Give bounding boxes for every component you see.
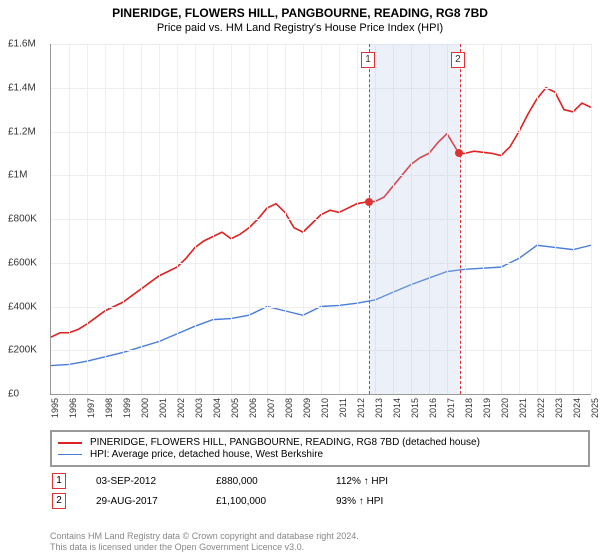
transactions-list: 1 03-SEP-2012 £880,000 112% ↑ HPI 2 29-AUG-20… [50,473,590,509]
marker-box: 2 [451,52,465,68]
y-axis-label: £200K [8,345,37,356]
gridline-vertical [249,44,250,394]
transaction-marker: 1 [52,473,66,489]
x-axis-label: 2010 [320,398,330,418]
gridline-vertical [105,44,106,394]
title-block: PINERIDGE, FLOWERS HILL, PANGBOURNE, REA… [0,0,600,34]
transaction-row: 1 03-SEP-2012 £880,000 112% ↑ HPI [52,473,590,489]
x-axis-label: 1997 [86,398,96,418]
x-axis-label: 2018 [464,398,474,418]
y-axis-label: £800K [8,214,37,225]
x-axis-label: 2025 [590,398,600,418]
transaction-dot [365,198,373,206]
gridline-vertical [69,44,70,394]
gridline-vertical [285,44,286,394]
gridline-vertical [483,44,484,394]
x-axis-label: 2020 [500,398,510,418]
highlight-band [369,44,461,394]
y-axis-label: £600K [8,257,37,268]
gridline-vertical [141,44,142,394]
y-axis-label: £1.2M [8,126,36,137]
x-axis-label: 2023 [554,398,564,418]
gridline-vertical [159,44,160,394]
gridline-vertical [465,44,466,394]
gridline-vertical [321,44,322,394]
x-axis-label: 2003 [194,398,204,418]
legend-label: PINERIDGE, FLOWERS HILL, PANGBOURNE, REA… [90,437,480,448]
x-axis-label: 2001 [158,398,168,418]
x-axis-label: 2008 [284,398,294,418]
gridline-vertical [87,44,88,394]
x-axis-label: 1999 [122,398,132,418]
gridline-vertical [195,44,196,394]
x-axis-label: 2015 [410,398,420,418]
legend-row: HPI: Average price, detached house, West… [58,449,582,460]
transaction-hpi: 93% ↑ HPI [336,496,383,507]
y-axis-label: £400K [8,301,37,312]
copyright-block: Contains HM Land Registry data © Crown c… [50,531,359,554]
x-axis-label: 2000 [140,398,150,418]
transaction-marker: 2 [52,493,66,509]
x-axis-label: 1996 [68,398,78,418]
gridline-vertical [555,44,556,394]
gridline-vertical [501,44,502,394]
x-axis-label: 2012 [356,398,366,418]
y-axis-label: £0 [8,389,19,400]
x-axis-label: 2009 [302,398,312,418]
x-axis-label: 2005 [230,398,240,418]
x-axis-label: 1998 [104,398,114,418]
chart-subtitle: Price paid vs. HM Land Registry's House … [0,22,600,34]
marker-box: 1 [361,52,375,68]
transaction-date: 29-AUG-2017 [96,496,186,507]
chart-title: PINERIDGE, FLOWERS HILL, PANGBOURNE, REA… [0,6,600,20]
y-axis-label: £1.6M [8,39,36,50]
x-axis-label: 2006 [248,398,258,418]
x-axis-label: 2011 [338,398,348,417]
gridline-vertical [519,44,520,394]
legend-box: PINERIDGE, FLOWERS HILL, PANGBOURNE, REA… [50,430,590,467]
copyright-line-2: This data is licensed under the Open Gov… [50,542,359,554]
legend-swatch [58,442,82,444]
x-axis-label: 2022 [536,398,546,418]
transaction-price: £1,100,000 [216,496,306,507]
x-axis-label: 2019 [482,398,492,418]
transaction-date: 03-SEP-2012 [96,476,186,487]
transaction-dot [455,149,463,157]
legend-swatch [58,454,82,455]
gridline-vertical [537,44,538,394]
gridline-vertical [303,44,304,394]
y-axis-label: £1.4M [8,82,36,93]
plot-area [50,44,591,395]
x-axis-label: 1995 [50,398,60,418]
x-axis-label: 2017 [446,398,456,418]
gridline-vertical [573,44,574,394]
x-axis-label: 2004 [212,398,222,418]
gridline-vertical [339,44,340,394]
legend-block: PINERIDGE, FLOWERS HILL, PANGBOURNE, REA… [50,430,590,513]
gridline-vertical [177,44,178,394]
gridline-vertical [267,44,268,394]
copyright-line-1: Contains HM Land Registry data © Crown c… [50,531,359,543]
gridline-vertical [357,44,358,394]
gridline-vertical [123,44,124,394]
gridline-vertical [591,44,592,394]
x-axis-label: 2013 [374,398,384,418]
x-axis-label: 2016 [428,398,438,418]
x-axis-label: 2014 [392,398,402,418]
transaction-price: £880,000 [216,476,306,487]
transaction-hpi: 112% ↑ HPI [336,476,388,487]
chart-container: PINERIDGE, FLOWERS HILL, PANGBOURNE, REA… [0,0,600,560]
x-axis-label: 2007 [266,398,276,418]
x-axis-label: 2002 [176,398,186,418]
legend-row: PINERIDGE, FLOWERS HILL, PANGBOURNE, REA… [58,437,582,448]
gridline-vertical [213,44,214,394]
x-axis-label: 2021 [518,398,528,418]
transaction-row: 2 29-AUG-2017 £1,100,000 93% ↑ HPI [52,493,590,509]
gridline-vertical [231,44,232,394]
legend-label: HPI: Average price, detached house, West… [90,449,323,460]
y-axis-label: £1M [8,170,27,181]
x-axis-label: 2024 [572,398,582,418]
